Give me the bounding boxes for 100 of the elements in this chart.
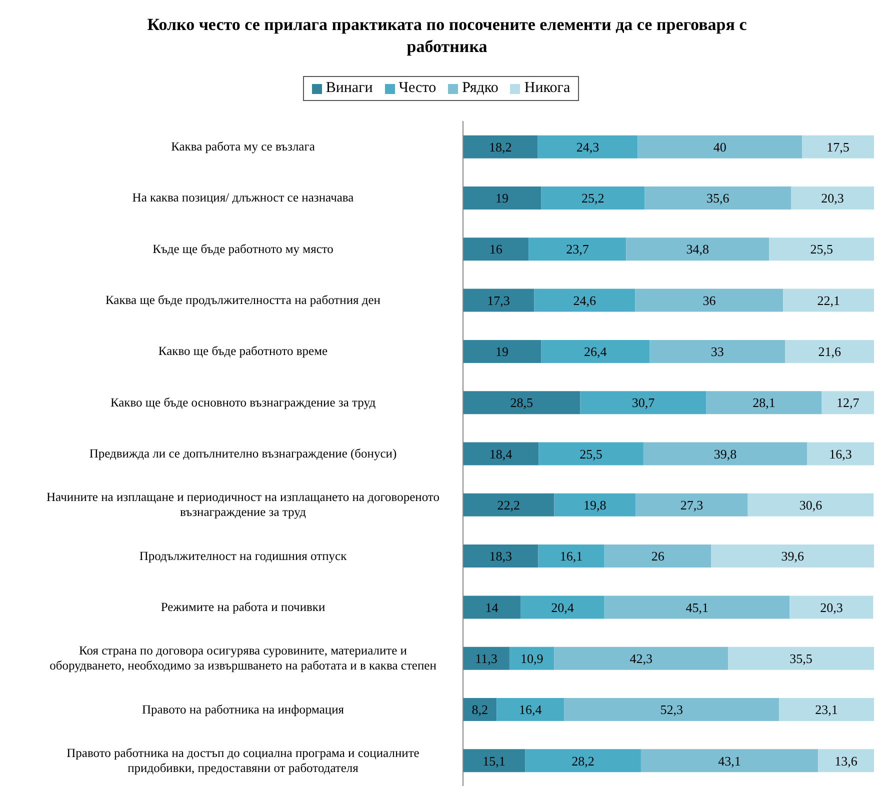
y-tick-label: Коя страна по договора осигурява суровините, материалите и оборудването, необходимо за извършването на работата и в каква степен bbox=[50, 644, 437, 673]
data-label: 20,3 bbox=[821, 190, 844, 206]
data-label: 24,6 bbox=[573, 292, 597, 308]
data-label: 26 bbox=[651, 548, 665, 564]
data-label: 10,9 bbox=[520, 650, 544, 666]
bar bbox=[802, 135, 874, 158]
y-tick-label: Продължителност на годишния отпуск bbox=[139, 548, 348, 563]
bar bbox=[554, 493, 636, 516]
bar bbox=[822, 391, 874, 414]
bar bbox=[783, 288, 874, 312]
data-label: 17,5 bbox=[826, 139, 850, 154]
bar bbox=[604, 596, 790, 619]
bar bbox=[790, 186, 874, 210]
bar bbox=[785, 340, 874, 363]
y-tick-label: Режимите на работа и почивки bbox=[160, 600, 326, 614]
data-label: 18,2 bbox=[489, 139, 512, 154]
y-tick-label: Къде ще бъде работното му място bbox=[152, 242, 334, 256]
data-label: 30,7 bbox=[632, 395, 656, 410]
legend-label: Рядко bbox=[461, 80, 498, 97]
data-label: 39,8 bbox=[714, 446, 737, 462]
bar bbox=[463, 698, 497, 722]
data-label: 22,2 bbox=[497, 498, 520, 513]
bar bbox=[463, 391, 580, 414]
data-label: 28,2 bbox=[572, 753, 594, 768]
y-tick-label: Начините на изплащане и периодичност на изплащането на договореното възнаграждение за труд bbox=[46, 490, 440, 520]
bar bbox=[463, 340, 542, 363]
data-label: 15,1 bbox=[482, 753, 506, 768]
y-tick-label: Правото на работника на информация bbox=[142, 702, 344, 716]
bar bbox=[525, 749, 641, 772]
bar bbox=[538, 135, 638, 158]
y-tick-label: Правото работника на достъп до социална програма и социалните придобивки, предоставяни от работодателя bbox=[66, 746, 420, 775]
y-tick-label: Каква ще бъде продължителността на работния ден bbox=[106, 293, 381, 308]
data-label: 18,3 bbox=[489, 548, 512, 564]
bar bbox=[790, 596, 874, 619]
data-label: 19 bbox=[496, 190, 509, 206]
data-label: 25,2 bbox=[582, 190, 604, 206]
data-label: 20,4 bbox=[551, 600, 574, 615]
data-label: 17,3 bbox=[487, 292, 510, 308]
data-label: 23,7 bbox=[566, 242, 590, 257]
data-label: 39,6 bbox=[781, 548, 804, 564]
data-label: 33 bbox=[710, 344, 724, 360]
legend-label: Никога bbox=[523, 80, 570, 97]
data-label: 34,8 bbox=[686, 242, 710, 257]
bar bbox=[538, 442, 644, 466]
bar bbox=[706, 391, 822, 414]
data-label: 8,2 bbox=[472, 702, 488, 718]
bar bbox=[541, 186, 645, 210]
bar bbox=[748, 493, 874, 516]
bar bbox=[711, 544, 874, 568]
data-label: 16 bbox=[489, 242, 503, 257]
data-label: 16,1 bbox=[560, 548, 583, 564]
bar bbox=[643, 442, 808, 466]
bar bbox=[604, 544, 712, 568]
data-label: 19,8 bbox=[584, 498, 606, 513]
chart-title: Колко често се прилага практиката по посочените елементи да се преговаря с работника bbox=[146, 14, 748, 58]
bar bbox=[463, 442, 539, 466]
bar bbox=[635, 288, 784, 312]
bar bbox=[463, 596, 521, 619]
bar bbox=[463, 135, 538, 158]
bar bbox=[509, 646, 554, 670]
bar bbox=[463, 493, 554, 516]
data-label: 30,6 bbox=[799, 498, 823, 513]
data-label: 23,1 bbox=[815, 702, 838, 718]
data-label: 35,5 bbox=[790, 650, 812, 666]
data-label: 16,4 bbox=[519, 702, 542, 718]
data-label: 25,5 bbox=[580, 446, 602, 462]
y-tick-label: Каква работа му се възлага bbox=[171, 140, 316, 154]
bar bbox=[638, 135, 802, 158]
data-label: 27,3 bbox=[680, 498, 704, 513]
data-label: 35,6 bbox=[706, 190, 730, 206]
data-label: 42,3 bbox=[630, 650, 653, 666]
data-label: 21,6 bbox=[818, 344, 842, 360]
y-tick-label: На каква позиция/ длъжност се назначава bbox=[132, 190, 354, 205]
data-label: 13,6 bbox=[834, 753, 858, 768]
data-label: 11,3 bbox=[475, 650, 498, 666]
bar bbox=[534, 288, 636, 312]
legend-label: Винаги bbox=[324, 80, 373, 97]
data-label: 28,5 bbox=[510, 395, 533, 410]
data-label: 25,5 bbox=[810, 242, 833, 257]
bar bbox=[728, 646, 874, 670]
data-label: 14 bbox=[485, 600, 499, 615]
data-label: 22,1 bbox=[817, 292, 840, 308]
data-label: 45,1 bbox=[686, 600, 708, 615]
bar bbox=[463, 646, 510, 670]
bar bbox=[644, 186, 791, 210]
bar bbox=[626, 238, 770, 261]
bar bbox=[463, 544, 538, 568]
data-label: 19 bbox=[496, 344, 509, 360]
bar bbox=[463, 238, 529, 261]
bar bbox=[541, 340, 650, 363]
y-tick-label: Предвижда ли се допълнително възнаграждение (бонуси) bbox=[89, 446, 397, 460]
bar bbox=[640, 749, 818, 772]
data-label: 16,3 bbox=[829, 446, 852, 462]
bar bbox=[463, 749, 526, 772]
bar bbox=[538, 544, 604, 568]
bar bbox=[769, 238, 874, 261]
data-label: 43,1 bbox=[718, 753, 741, 768]
bar bbox=[818, 749, 874, 772]
data-label: 28,1 bbox=[752, 395, 776, 410]
bar bbox=[779, 698, 874, 722]
